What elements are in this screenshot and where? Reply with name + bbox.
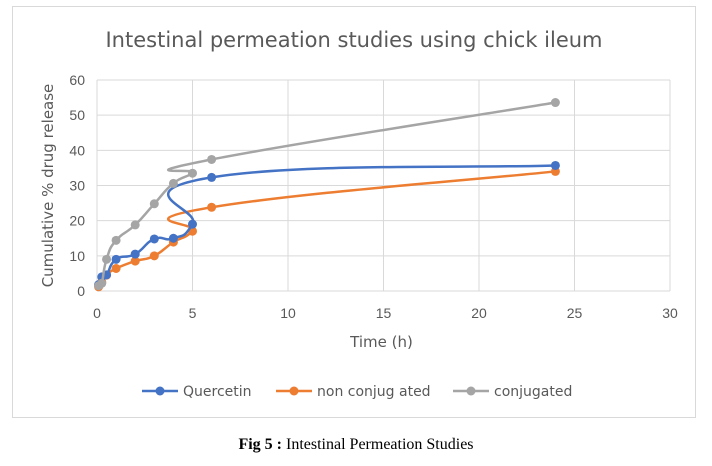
y-tick-label: 10 [69, 248, 85, 264]
chart-title: Intestinal permeation studies using chic… [105, 28, 603, 52]
data-point-conjugated [550, 98, 560, 108]
data-point-non-conjug-ated [111, 263, 121, 273]
x-axis-label: Time (h) [349, 333, 413, 351]
line-chart: 0 10 20 30 40 50 60 0 5 10 15 20 25 30 Time (h) Cumulat… [39, 72, 678, 400]
y-tick-label: 0 [77, 283, 85, 299]
data-point-conjugated [97, 278, 107, 288]
data-point-conjugated [188, 168, 197, 178]
y-tick-label: 30 [69, 178, 85, 194]
data-point-conjugated [168, 178, 178, 188]
figure-caption-label: Fig 5 : [238, 436, 282, 453]
data-point-quercetin [188, 219, 197, 229]
data-point-conjugated [130, 220, 140, 230]
x-tick-label: 25 [567, 305, 583, 321]
chart-frame [12, 6, 696, 418]
figure-caption: Fig 5 : Intestinal Permeation Studies [0, 436, 712, 454]
data-point-conjugated [102, 254, 112, 264]
legend-label-conjugated: conjugated [494, 384, 572, 400]
x-tick-label: 20 [471, 305, 487, 321]
legend-label-quercetin: Quercetin [183, 384, 252, 400]
data-point-conjugated [207, 154, 217, 164]
y-axis-label: Cumulative % drug release [39, 84, 57, 288]
data-point-quercetin [168, 233, 178, 243]
data-point-quercetin [207, 172, 217, 182]
y-tick-label: 40 [69, 142, 85, 158]
data-point-quercetin [550, 160, 560, 170]
series-line-conjugated [97, 101, 556, 289]
legend-marker-quercetin [155, 386, 165, 396]
x-tick-label: 30 [662, 305, 678, 321]
legend-label-non-conjug-ated: non conjug ated [317, 384, 431, 400]
legend-marker-non-conjug-ated [289, 386, 299, 396]
y-tick-label: 60 [69, 72, 85, 88]
legend-marker-conjugated [466, 386, 476, 396]
y-tick-label: 50 [69, 107, 85, 123]
data-point-non-conjug-ated [130, 256, 140, 266]
x-tick-label: 10 [280, 305, 296, 321]
data-point-quercetin [130, 249, 140, 259]
data-point-conjugated [149, 199, 159, 209]
data-point-quercetin [149, 234, 159, 244]
series-line-quercetin [97, 164, 556, 286]
figure-caption-text: Intestinal Permeation Studies [282, 436, 474, 453]
data-point-conjugated [111, 235, 121, 245]
data-point-non-conjug-ated [149, 251, 159, 261]
data-point-non-conjug-ated [207, 202, 217, 212]
y-tick-label: 20 [69, 213, 85, 229]
data-point-quercetin [111, 254, 121, 264]
x-tick-label: 5 [189, 305, 197, 321]
x-tick-label: 15 [376, 305, 392, 321]
x-tick-label: 0 [93, 305, 101, 321]
